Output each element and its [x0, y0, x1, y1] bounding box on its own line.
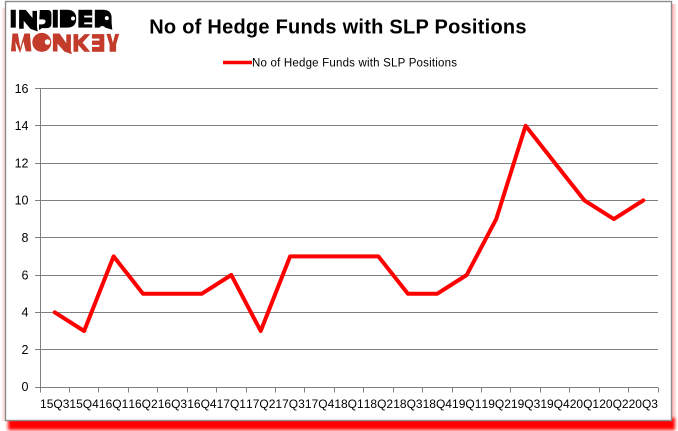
svg-text:16Q2: 16Q2: [128, 397, 158, 411]
svg-text:18Q2: 18Q2: [364, 397, 394, 411]
svg-text:16Q1: 16Q1: [99, 397, 129, 411]
svg-text:4: 4: [22, 306, 29, 320]
svg-text:19Q1: 19Q1: [452, 397, 482, 411]
svg-text:19Q2: 19Q2: [482, 397, 512, 411]
svg-text:10: 10: [15, 194, 29, 208]
svg-text:20Q3: 20Q3: [629, 397, 659, 411]
svg-text:20Q1: 20Q1: [570, 397, 600, 411]
svg-text:8: 8: [22, 231, 29, 245]
svg-text:18Q4: 18Q4: [423, 397, 453, 411]
svg-text:0: 0: [22, 380, 29, 394]
svg-text:17Q4: 17Q4: [305, 397, 335, 411]
svg-text:2: 2: [22, 343, 29, 357]
svg-text:16Q3: 16Q3: [158, 397, 188, 411]
svg-text:16: 16: [15, 82, 29, 96]
svg-text:17Q3: 17Q3: [275, 397, 305, 411]
svg-text:No of Hedge Funds with SLP Pos: No of Hedge Funds with SLP Positions: [252, 58, 457, 70]
svg-text:19Q4: 19Q4: [540, 397, 570, 411]
svg-text:20Q2: 20Q2: [599, 397, 629, 411]
svg-text:No of Hedge Funds with SLP Pos: No of Hedge Funds with SLP Positions: [149, 17, 527, 39]
svg-text:15Q3: 15Q3: [40, 397, 70, 411]
svg-text:14: 14: [15, 119, 29, 133]
svg-text:16Q4: 16Q4: [187, 397, 217, 411]
svg-text:18Q1: 18Q1: [334, 397, 364, 411]
svg-text:12: 12: [15, 156, 29, 170]
svg-text:19Q3: 19Q3: [511, 397, 541, 411]
svg-text:15Q4: 15Q4: [69, 397, 99, 411]
svg-text:17Q2: 17Q2: [246, 397, 276, 411]
svg-text:17Q1: 17Q1: [217, 397, 247, 411]
svg-text:6: 6: [22, 268, 29, 282]
svg-text:18Q3: 18Q3: [393, 397, 423, 411]
